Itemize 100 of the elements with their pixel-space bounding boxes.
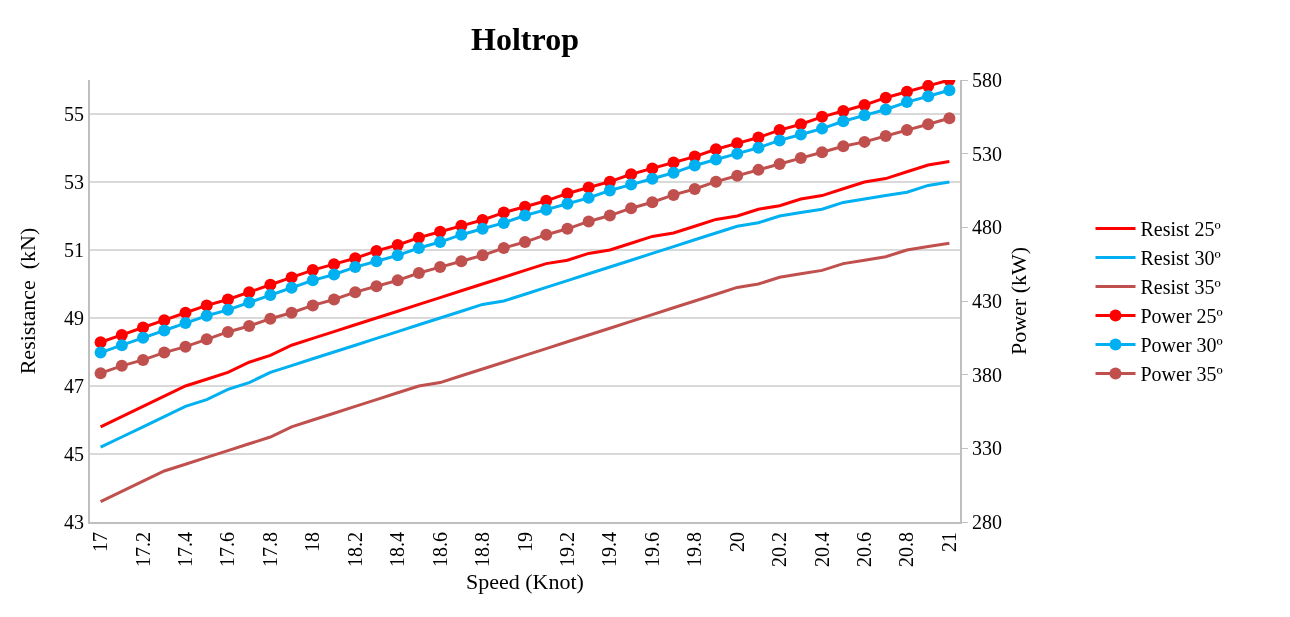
point: [625, 178, 638, 191]
point: [752, 141, 765, 154]
point: [137, 331, 150, 344]
x-tick-label: 17: [89, 532, 112, 552]
point: [900, 124, 913, 137]
point: [115, 359, 128, 372]
point: [625, 202, 638, 215]
point: [603, 209, 616, 222]
point: [794, 118, 807, 131]
point: [816, 122, 829, 135]
point: [328, 293, 341, 306]
x-tick-label: 20.6: [853, 532, 876, 567]
legend-label: Power 30º: [1140, 334, 1223, 357]
point: [200, 299, 213, 312]
point: [497, 216, 510, 229]
point: [306, 299, 319, 312]
point: [922, 118, 935, 131]
point: [922, 90, 935, 103]
x-tick-label: 18: [301, 532, 324, 552]
point: [709, 143, 722, 156]
point: [349, 286, 362, 299]
x-tick-label: 19.2: [555, 532, 578, 567]
y2-tick-label: 430: [972, 290, 1002, 312]
y-axis-title: Resistance (kN): [15, 227, 40, 375]
x-tick-label: 17.8: [258, 532, 281, 567]
y-tick-label: 47: [64, 375, 84, 397]
y-tick-label: 49: [64, 307, 84, 329]
point: [667, 156, 680, 169]
point: [179, 317, 192, 330]
point: [773, 157, 786, 170]
x-tick-label: 18.6: [428, 532, 451, 567]
point: [519, 236, 531, 249]
point: [900, 96, 913, 109]
y2-tick-label: 380: [972, 363, 1002, 386]
y2-tick-label: 480: [972, 216, 1002, 239]
x-tick-label: 17.6: [216, 532, 239, 567]
point: [943, 84, 956, 97]
x-tick-label: 18.4: [386, 532, 409, 567]
point: [94, 367, 107, 380]
point: [540, 228, 553, 241]
point: [243, 296, 256, 309]
point: [158, 324, 171, 337]
point: [285, 306, 298, 319]
point: [94, 336, 107, 349]
point: [879, 91, 892, 104]
legend-label: Resist 30º: [1140, 247, 1221, 270]
y-tick-label: 45: [64, 443, 84, 465]
legend-label: Power 25º: [1140, 305, 1223, 328]
point: [688, 159, 701, 172]
point: [943, 112, 956, 125]
legend-label: Resist 25º: [1140, 218, 1221, 241]
point: [328, 258, 341, 271]
point: [349, 261, 362, 274]
point: [412, 241, 425, 254]
legend-label: Resist 35º: [1140, 276, 1221, 299]
point: [603, 184, 616, 197]
point: [158, 314, 171, 327]
point: [582, 191, 595, 204]
y2-tick-label: 580: [972, 69, 1002, 91]
point: [731, 147, 744, 160]
point: [370, 255, 383, 268]
point: [837, 115, 850, 128]
point: [434, 236, 447, 249]
point: [900, 85, 913, 98]
point: [200, 309, 213, 322]
y2-axis-title: Power (kW): [1006, 246, 1031, 356]
x-tick-label: 20.2: [768, 532, 791, 567]
point: [434, 261, 447, 274]
point: [391, 249, 404, 262]
point: [243, 286, 256, 299]
point: [731, 137, 744, 150]
point: [455, 255, 468, 268]
point: [137, 353, 150, 366]
point: [773, 124, 786, 137]
point: [476, 222, 489, 235]
x-axis-title: Speed (Knot): [466, 569, 584, 595]
point: [391, 239, 404, 251]
point: [752, 163, 765, 176]
x-tick-label: 21: [937, 532, 960, 552]
point: [476, 249, 489, 262]
point: [221, 293, 234, 306]
y2-tick-label: 530: [972, 142, 1002, 165]
point: [582, 181, 595, 194]
x-tick-label: 20.4: [810, 532, 833, 567]
point: [285, 281, 298, 294]
point: [646, 162, 659, 175]
point: [625, 168, 638, 181]
x-tick-label: 17.4: [173, 532, 196, 567]
point: [519, 209, 531, 222]
x-tick-label: 18.2: [343, 532, 366, 567]
point: [412, 231, 425, 244]
point: [561, 222, 574, 235]
point: [94, 346, 107, 359]
point: [412, 267, 425, 279]
point: [752, 131, 765, 144]
point: [773, 134, 786, 147]
point: [667, 166, 680, 179]
chart-title: Holtrop: [471, 21, 579, 58]
x-tick-label: 19.6: [640, 532, 663, 567]
point: [646, 172, 659, 185]
